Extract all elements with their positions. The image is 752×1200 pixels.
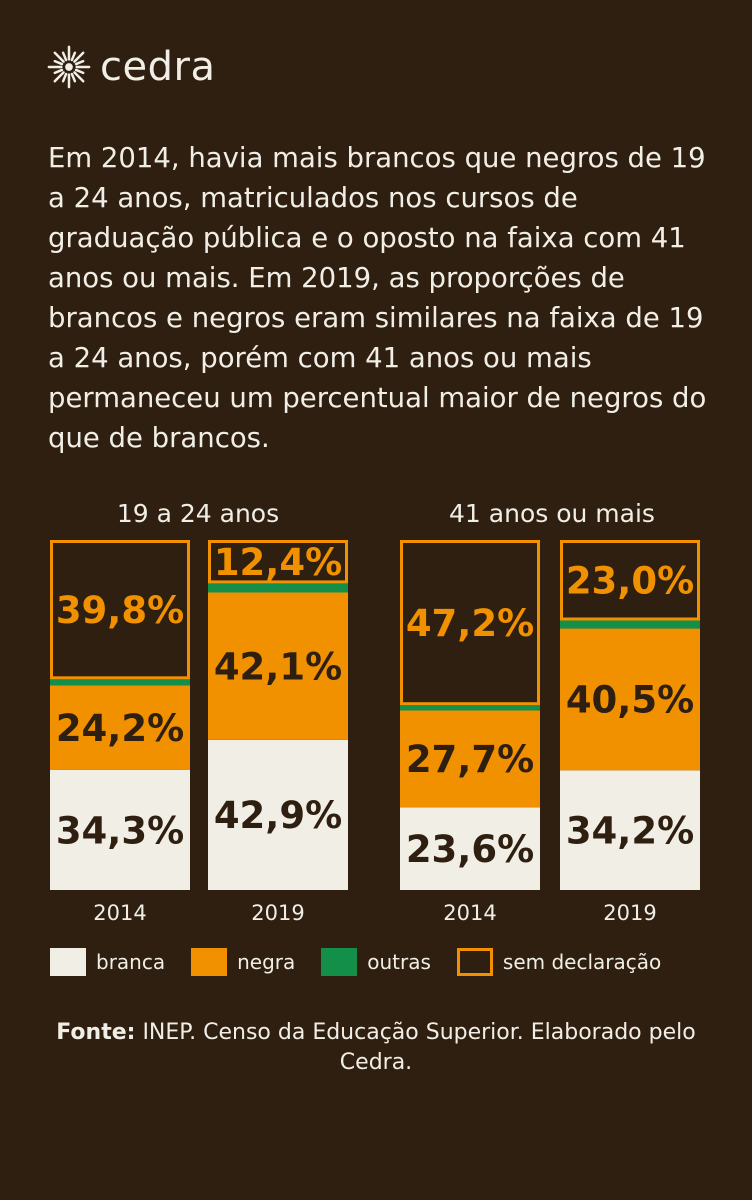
data-label-sem-declaracao: 12,4% bbox=[214, 541, 342, 584]
data-label-negra: 27,7% bbox=[406, 738, 534, 781]
bar-segment-negra bbox=[208, 592, 348, 740]
legend-swatch bbox=[456, 948, 493, 976]
bar-segment-outras bbox=[50, 679, 190, 686]
x-tick-label: 2014 bbox=[443, 901, 496, 925]
legend-item: outras bbox=[321, 948, 431, 976]
sun-ray bbox=[53, 51, 65, 63]
sun-ray bbox=[61, 72, 68, 83]
legend-swatch bbox=[191, 948, 228, 976]
intro-text: Em 2014, havia mais brancos que negros d… bbox=[48, 142, 707, 454]
data-label-sem-declaracao: 47,2% bbox=[406, 602, 534, 645]
legend-item: sem declaração bbox=[456, 948, 662, 976]
bar-segment-outras bbox=[400, 705, 540, 711]
x-tick-label: 2014 bbox=[93, 901, 146, 925]
sun-ray bbox=[61, 51, 68, 62]
brand-logo: cedra bbox=[46, 44, 215, 90]
x-tick-label: 2019 bbox=[251, 901, 304, 925]
bar-segment-branca bbox=[560, 770, 700, 890]
data-label-branca: 34,3% bbox=[56, 809, 184, 852]
bar-segment-sem-declaracao bbox=[208, 540, 348, 584]
data-label-sem-declaracao: 39,8% bbox=[56, 589, 184, 632]
bar-segment-sem-declaracao bbox=[50, 540, 190, 680]
sun-ray bbox=[74, 68, 85, 75]
sun-ray bbox=[74, 59, 85, 66]
bar-segment-negra bbox=[400, 710, 540, 808]
bar-segment-negra bbox=[50, 685, 190, 770]
bar-segment-outras bbox=[560, 620, 700, 629]
data-label-negra: 24,2% bbox=[56, 707, 184, 750]
legend-label: outras bbox=[367, 950, 431, 974]
data-label-sem-declaracao: 23,0% bbox=[566, 560, 694, 603]
data-label-branca: 42,9% bbox=[214, 794, 342, 837]
stacked-bar-chart: 19 a 24 anos 34,3% 24,2% 39,8% 2014 42,9% 42,1… bbox=[50, 499, 700, 925]
sun-icon bbox=[47, 45, 91, 89]
legend-label: negra bbox=[237, 950, 296, 974]
brand-name: cedra bbox=[100, 44, 216, 90]
data-label-negra: 42,1% bbox=[214, 645, 342, 688]
sun-ray bbox=[73, 51, 85, 63]
x-tick-label: 2019 bbox=[603, 901, 656, 925]
legend-item: negra bbox=[191, 948, 295, 976]
sun-ray bbox=[70, 51, 77, 62]
group-title: 19 a 24 anos bbox=[117, 499, 279, 528]
bar-segment-branca bbox=[208, 739, 348, 890]
data-label-branca: 34,2% bbox=[566, 809, 694, 852]
data-label-negra: 40,5% bbox=[566, 679, 694, 722]
legend-item: branca bbox=[50, 948, 165, 976]
bar-segment-branca bbox=[50, 769, 190, 890]
sun-ray bbox=[53, 68, 64, 75]
sun-ray bbox=[70, 72, 77, 83]
bar-segment-negra bbox=[560, 628, 700, 771]
source-text: INEP. Censo da Educação Superior. Elabor… bbox=[135, 1020, 696, 1075]
legend-swatch bbox=[321, 948, 358, 976]
group-title: 41 anos ou mais bbox=[449, 499, 655, 528]
source-note: Fonte: INEP. Censo da Educação Superior.… bbox=[40, 1018, 712, 1078]
chart-legend: branca negra outras sem declaração bbox=[50, 948, 687, 976]
bar-segment-sem-declaracao bbox=[400, 540, 540, 706]
legend-swatch bbox=[50, 948, 86, 976]
source-label: Fonte: bbox=[56, 1020, 136, 1045]
legend-label: sem declaração bbox=[502, 950, 662, 974]
data-label-branca: 23,6% bbox=[406, 828, 534, 871]
bar-segment-branca bbox=[400, 807, 540, 890]
sun-ray bbox=[53, 71, 65, 83]
bar-segment-sem-declaracao bbox=[560, 540, 700, 621]
legend-label: branca bbox=[96, 950, 166, 974]
sun-ray bbox=[73, 71, 85, 83]
bar-segment-outras bbox=[208, 583, 348, 593]
sun-ray bbox=[53, 59, 64, 66]
